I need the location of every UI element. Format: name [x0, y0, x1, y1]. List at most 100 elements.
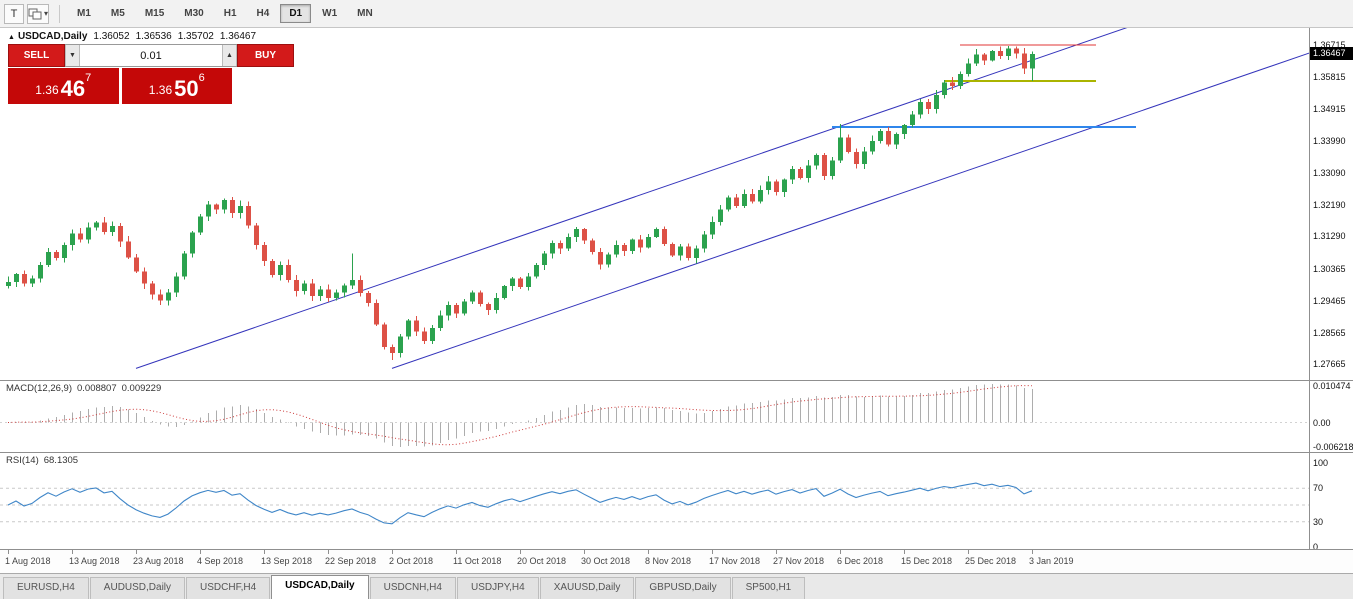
time-axis-tick: [264, 550, 265, 554]
time-axis-tick: [328, 550, 329, 554]
one-click-trading-widget: SELL ▼ ▲ BUY 1.36 46 7 1.36: [8, 44, 294, 104]
timeframe-d1-button[interactable]: D1: [280, 4, 312, 23]
bid-prefix: 1.36: [35, 83, 59, 97]
rsi-panel: RSI(14) 68.1305 100 70 30 0: [0, 452, 1353, 552]
lot-decrease-button[interactable]: ▼: [65, 45, 80, 66]
chevron-down-icon: ▾: [44, 9, 49, 18]
chart-title: ▲ USDCAD,Daily 1.36052 1.36536 1.35702 1.3646…: [8, 31, 256, 42]
rsi-name: RSI(14): [6, 455, 39, 466]
time-axis-label: 23 Aug 2018: [133, 556, 184, 566]
price-axis-label: 1.36715: [1313, 40, 1346, 51]
time-axis[interactable]: 1 Aug 2018 13 Aug 2018 23 Aug 2018 4 Sep 20…: [0, 549, 1353, 573]
timeframe-h4-button[interactable]: H4: [248, 4, 279, 23]
time-axis-tick: [136, 550, 137, 554]
timeframe-mn-button[interactable]: MN: [348, 4, 382, 23]
rsi-axis: 100 70 30 0: [1309, 453, 1353, 552]
chart-tabs-bar: EURUSD,H4 AUDUSD,Daily USDCHF,H4 USDCAD,…: [0, 573, 1353, 599]
tab-usdcad-daily[interactable]: USDCAD,Daily: [271, 575, 369, 599]
macd-chart[interactable]: [0, 381, 1309, 452]
time-axis-tick: [392, 550, 393, 554]
ohlc-close: 1.36467: [219, 31, 257, 42]
sell-button[interactable]: SELL: [8, 44, 65, 67]
price-axis-label: 1.33090: [1313, 167, 1346, 178]
time-axis-label: 25 Dec 2018: [965, 556, 1017, 566]
macd-axis-label: -0.006218: [1313, 442, 1353, 452]
candlestick-chart[interactable]: [0, 28, 1309, 380]
timeframe-m30-button[interactable]: M30: [175, 4, 212, 23]
time-axis-tick: [648, 550, 649, 554]
time-axis-label: 11 Oct 2018: [453, 556, 502, 566]
bid-point: 7: [85, 72, 92, 84]
time-axis-label: 17 Nov 2018: [709, 556, 761, 566]
timeframe-w1-button[interactable]: W1: [313, 4, 346, 23]
tab-usdchf-h4[interactable]: USDCHF,H4: [186, 577, 271, 599]
rsi-label: RSI(14) 68.1305: [6, 455, 83, 466]
time-axis-label: 3 Jan 2019: [1029, 556, 1074, 566]
bid-price-display[interactable]: 1.36 46 7: [8, 68, 119, 104]
ohlc-open: 1.36052: [93, 31, 130, 42]
ask-point: 6: [198, 72, 205, 84]
timeframe-m1-button[interactable]: M1: [68, 4, 100, 23]
timeframe-m15-button[interactable]: M15: [136, 4, 173, 23]
timeframe-h1-button[interactable]: H1: [215, 4, 246, 23]
chart-marker-icon: ▲: [8, 34, 15, 41]
price-chart-plot[interactable]: ▲ USDCAD,Daily 1.36052 1.36536 1.35702 1.3646…: [0, 28, 1309, 380]
ask-pips: 50: [174, 76, 199, 101]
rsi-chart[interactable]: [0, 453, 1309, 549]
tab-eurusd-h4[interactable]: EURUSD,H4: [3, 577, 89, 599]
macd-axis-label: 0.010474: [1313, 381, 1351, 391]
time-axis-label: 15 Dec 2018: [901, 556, 953, 566]
time-axis-tick: [584, 550, 585, 554]
time-axis-tick: [776, 550, 777, 554]
ask-price-display[interactable]: 1.36 50 6: [121, 68, 232, 104]
time-axis-tick: [72, 550, 73, 554]
price-axis-label: 1.31290: [1313, 231, 1346, 242]
current-price-tag: 1.36467: [1310, 46, 1353, 60]
macd-axis-label: 0.00: [1313, 417, 1331, 428]
macd-name: MACD(12,26,9): [6, 383, 72, 394]
ohlc-high: 1.36536: [135, 31, 172, 42]
rsi-value: 68.1305: [43, 455, 79, 466]
tab-usdcnh-h4[interactable]: USDCNH,H4: [369, 577, 456, 599]
lot-size-input[interactable]: [80, 45, 222, 66]
time-axis-tick: [200, 550, 201, 554]
macd-signal-value: 0.009229: [121, 383, 162, 394]
macd-plot[interactable]: MACD(12,26,9) 0.008807 0.009229: [0, 381, 1309, 452]
lot-increase-button[interactable]: ▲: [222, 45, 237, 66]
tab-usdjpy-h4[interactable]: USDJPY,H4: [456, 577, 539, 599]
time-axis-label: 13 Sep 2018: [261, 556, 313, 566]
chart-type-icon[interactable]: T: [4, 3, 24, 24]
cascade-windows-icon: [28, 8, 42, 19]
tab-gbpusd-daily[interactable]: GBPUSD,Daily: [635, 577, 731, 599]
rsi-plot[interactable]: RSI(14) 68.1305: [0, 453, 1309, 549]
time-axis-label: 1 Aug 2018: [5, 556, 51, 566]
macd-main-value: 0.008807: [77, 383, 117, 394]
price-axis-label: 1.28565: [1313, 327, 1346, 338]
tab-xauusd-daily[interactable]: XAUUSD,Daily: [539, 577, 635, 599]
rsi-axis-label: 70: [1313, 483, 1324, 494]
price-axis-label: 1.34915: [1313, 103, 1346, 114]
tab-sp500-h1[interactable]: SP500,H1: [731, 577, 806, 599]
tab-audusd-daily[interactable]: AUDUSD,Daily: [89, 577, 186, 599]
time-axis-label: 27 Nov 2018: [773, 556, 825, 566]
ask-prefix: 1.36: [148, 83, 173, 97]
time-axis-label: 2 Oct 2018: [389, 556, 434, 566]
time-axis-label: 20 Oct 2018: [517, 556, 567, 566]
price-axis-label: 1.35815: [1313, 71, 1346, 82]
time-axis-tick: [840, 550, 841, 554]
time-axis-tick: [520, 550, 521, 554]
new-chart-button[interactable]: ▾: [27, 3, 50, 24]
time-axis-label: 30 Oct 2018: [581, 556, 631, 566]
time-axis-tick: [712, 550, 713, 554]
bid-pips: 46: [60, 76, 86, 101]
time-axis-tick: [904, 550, 905, 554]
price-axis-label: 1.29465: [1313, 295, 1346, 306]
price-axis-label: 1.33990: [1313, 136, 1346, 147]
buy-button[interactable]: BUY: [237, 44, 294, 67]
time-axis-label: 13 Aug 2018: [69, 556, 120, 566]
time-axis-label: 8 Nov 2018: [645, 556, 692, 566]
macd-axis: 0.010474 0.00 -0.006218: [1309, 381, 1353, 452]
timeframe-m5-button[interactable]: M5: [102, 4, 134, 23]
time-axis-tick: [1032, 550, 1033, 554]
